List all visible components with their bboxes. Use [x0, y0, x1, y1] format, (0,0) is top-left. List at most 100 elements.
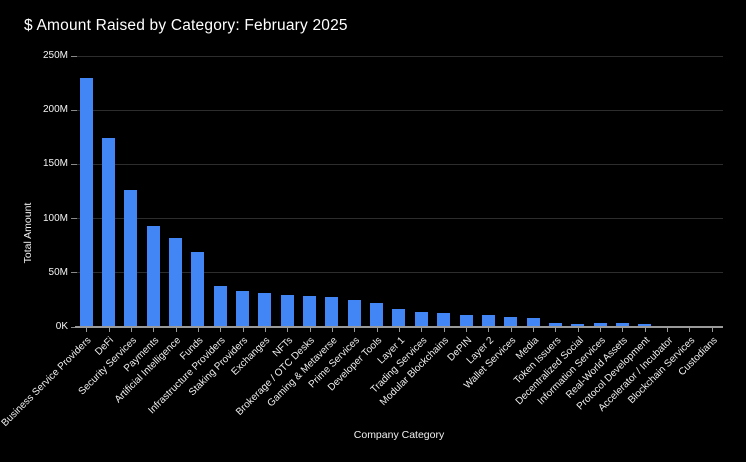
bar-column: DeFi	[94, 56, 119, 358]
x-tick-mark	[220, 328, 222, 332]
bar-column: Information Services	[536, 56, 611, 407]
bar-column: Blockchain Services	[626, 56, 700, 406]
bar-column: Security Services	[76, 56, 142, 397]
bar-column: Trading Services	[369, 56, 432, 396]
bar-column: Infrastructure Providers	[147, 56, 231, 416]
x-tick-mark	[600, 328, 602, 332]
bar[interactable]	[504, 317, 518, 327]
x-tick-mark	[421, 328, 423, 332]
x-tick-mark	[488, 328, 490, 332]
bar-column: Layer 2	[465, 56, 499, 366]
x-axis-line	[75, 326, 723, 328]
bar[interactable]	[169, 238, 183, 327]
bar[interactable]	[526, 318, 540, 327]
bar-column: Business Service Providers	[0, 56, 97, 429]
bar-column: NFTs	[271, 56, 298, 359]
bar-column: Media	[514, 56, 544, 362]
x-tick-mark	[197, 328, 199, 332]
bar-column: Prime Services	[307, 56, 365, 390]
y-tick-mark	[71, 55, 77, 57]
bar-column: Layer 1	[375, 56, 410, 366]
bar[interactable]	[146, 226, 160, 327]
y-tick-label: 250M	[42, 50, 68, 61]
x-tick-mark	[309, 328, 311, 332]
bar[interactable]	[280, 295, 294, 327]
x-tick-mark	[153, 328, 155, 332]
bar[interactable]	[370, 303, 384, 327]
x-tick-mark	[711, 328, 713, 332]
x-tick-mark	[354, 328, 356, 332]
bar[interactable]	[638, 324, 652, 327]
bar[interactable]	[615, 323, 629, 327]
x-tick-mark	[622, 328, 624, 332]
bar-column: Real-World Assets	[564, 56, 633, 401]
y-tick-mark	[71, 272, 77, 274]
x-tick-mark	[689, 328, 691, 332]
y-tick-label: 150M	[42, 158, 68, 170]
plot-area: 0K 50M 100M 150M 200M 250M Business Service Pr…	[0, 50, 723, 429]
bar[interactable]	[325, 296, 339, 327]
gridline	[75, 272, 723, 274]
bar-column: Payments	[122, 56, 164, 374]
bar[interactable]	[303, 296, 317, 327]
bar[interactable]	[548, 322, 562, 327]
bar[interactable]	[347, 300, 361, 327]
bar-column: Funds	[178, 56, 209, 362]
bar[interactable]	[102, 138, 116, 327]
y-tick-label: 0K	[55, 321, 68, 332]
y-tick-label: 200M	[42, 104, 68, 116]
bar[interactable]	[437, 313, 451, 327]
x-tick-mark	[376, 328, 378, 332]
bars-container: Business Service Providers DeFi Security S…	[0, 56, 723, 429]
gridline	[75, 55, 723, 57]
bar-column: Token Issuers	[512, 56, 566, 386]
gridline	[75, 218, 723, 220]
x-tick-mark	[242, 328, 244, 332]
x-tick-mark	[331, 328, 333, 332]
y-tick-mark	[71, 163, 77, 165]
x-tick-mark	[130, 328, 132, 332]
x-tick-mark	[667, 328, 669, 332]
x-tick-mark	[555, 328, 557, 332]
bar[interactable]	[124, 190, 138, 327]
bar-column: Custodians	[676, 56, 723, 378]
bar[interactable]	[593, 323, 607, 327]
y-tick-mark	[71, 109, 77, 111]
bar[interactable]	[258, 293, 272, 327]
bar[interactable]	[236, 290, 250, 327]
bar[interactable]	[191, 252, 205, 327]
bar-column: Gaming & Metaverse	[266, 56, 343, 409]
x-tick-label: Business Service Providers	[0, 335, 94, 429]
x-tick-mark	[175, 328, 177, 332]
bar-column: Modular Blockchains	[378, 56, 455, 408]
x-tick-mark	[577, 328, 579, 332]
x-tick-mark	[108, 328, 110, 332]
x-tick-mark	[264, 328, 266, 332]
bar[interactable]	[79, 77, 93, 327]
chart-title: $ Amount Raised by Category: February 20…	[24, 17, 348, 34]
bar[interactable]	[481, 315, 495, 327]
bar-column: Artificial Intelligence	[113, 56, 186, 405]
x-tick-mark	[287, 328, 289, 332]
bar[interactable]	[571, 323, 585, 327]
y-tick-label: 100M	[42, 212, 68, 224]
bar-column: Brokerage / OTC Desks	[235, 56, 320, 418]
x-tick-mark	[644, 328, 646, 332]
bar-column: Exchanges	[230, 56, 276, 378]
bar[interactable]	[213, 286, 227, 327]
bar-column: Protocol Development	[575, 56, 656, 412]
x-tick-mark	[466, 328, 468, 332]
x-tick-mark	[533, 328, 535, 332]
x-tick-mark	[443, 328, 445, 332]
bar[interactable]	[392, 308, 406, 327]
bar-column: Accelerator / Incubator	[596, 56, 678, 414]
bar[interactable]	[414, 312, 428, 327]
y-tick-mark	[71, 218, 77, 220]
bar[interactable]	[459, 314, 473, 327]
gridline	[75, 163, 723, 165]
y-tick-mark	[71, 326, 77, 328]
gridline	[75, 109, 723, 111]
bar-column: Wallet Services	[462, 56, 522, 391]
bar-column: Decentralized Social	[513, 56, 589, 407]
